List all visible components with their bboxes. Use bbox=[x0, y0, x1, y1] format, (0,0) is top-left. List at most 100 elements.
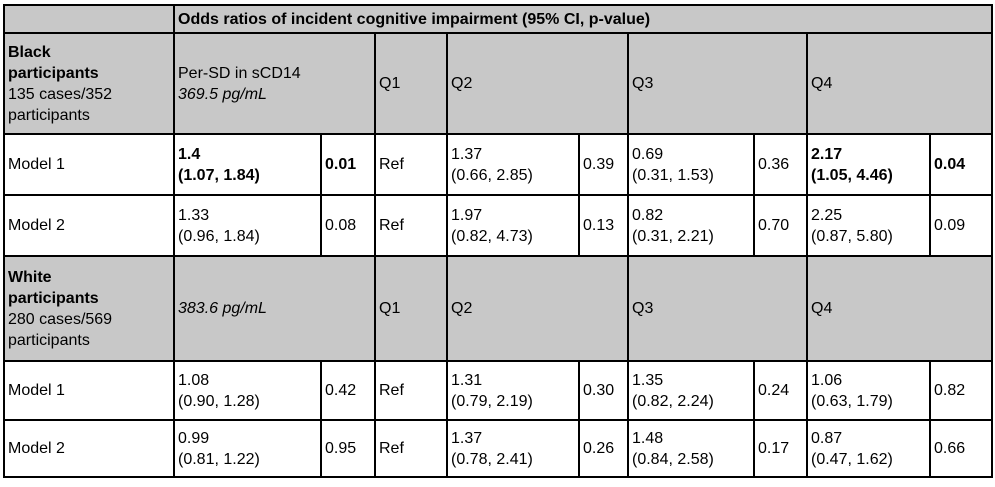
white-model2-q3-or: 1.48 (0.84, 2.58) bbox=[627, 419, 755, 478]
white-model1-q3-p: 0.24 bbox=[753, 360, 808, 421]
white-model1-persd-or: 1.08 (0.90, 1.28) bbox=[173, 360, 322, 421]
white-model2-q2-or: 1.37 (0.78, 2.41) bbox=[446, 419, 580, 478]
section-black-persd-header-cell: Per-SD in sCD14 369.5 pg/mL bbox=[173, 32, 376, 135]
ci-value: (0.31, 1.53) bbox=[632, 166, 714, 184]
row-black-model2: Model 2 1.33 (0.96, 1.84) 0.08 Ref 1.97 … bbox=[3, 194, 994, 257]
persd-sd-value: 383.6 pg/mL bbox=[178, 300, 267, 317]
black-model2-q2-or: 1.97 (0.82, 4.73) bbox=[446, 194, 580, 257]
or-value: 1.33 bbox=[178, 206, 210, 224]
black-model1-q4-or: 2.17 (1.05, 4.46) bbox=[806, 133, 931, 196]
black-q3-header: Q3 bbox=[627, 32, 808, 135]
black-model2-q3-p: 0.70 bbox=[753, 194, 808, 257]
white-model1-persd-p: 0.42 bbox=[320, 360, 376, 421]
section-header-black: Black participants 135 cases/352 partici… bbox=[3, 32, 994, 135]
ci-value: (0.82, 4.73) bbox=[451, 227, 533, 245]
ci-value: (1.07, 1.84) bbox=[178, 166, 260, 184]
section-black-label-cell: Black participants 135 cases/352 partici… bbox=[3, 32, 175, 135]
white-model2-persd-or: 0.99 (0.81, 1.22) bbox=[173, 419, 322, 478]
white-model1-q4-p: 0.82 bbox=[928, 360, 994, 421]
ci-value: (0.96, 1.84) bbox=[178, 227, 260, 245]
table-title: Odds ratios of incident cognitive impair… bbox=[172, 4, 994, 34]
white-model2-q4-p: 0.66 bbox=[928, 419, 994, 478]
ci-value: (0.90, 1.28) bbox=[178, 392, 260, 410]
black-model2-q3-or: 0.82 (0.31, 2.21) bbox=[627, 194, 755, 257]
ci-value: (0.79, 2.19) bbox=[451, 392, 533, 410]
ci-value: (0.47, 1.62) bbox=[811, 450, 893, 468]
title-row: Odds ratios of incident cognitive impair… bbox=[3, 4, 994, 34]
ci-value: (0.66, 2.85) bbox=[451, 166, 533, 184]
or-value: 0.99 bbox=[178, 429, 210, 447]
black-model2-q2-p: 0.13 bbox=[578, 194, 629, 257]
white-model2-label: Model 2 bbox=[3, 419, 175, 478]
white-model1-q1: Ref bbox=[374, 360, 448, 421]
ci-value: (0.81, 1.22) bbox=[178, 450, 260, 468]
black-model1-q3-p: 0.36 bbox=[753, 133, 808, 196]
or-value: 1.06 bbox=[811, 371, 843, 389]
black-model1-q3-or: 0.69 (0.31, 1.53) bbox=[627, 133, 755, 196]
black-model1-q4-p: 0.04 bbox=[928, 133, 994, 196]
or-value: 2.17 bbox=[811, 145, 843, 163]
black-q4-header: Q4 bbox=[805, 32, 994, 135]
or-value: 0.82 bbox=[632, 206, 664, 224]
black-model2-q4-or: 2.25 (0.87, 5.80) bbox=[806, 194, 931, 257]
title-row-spacer-cell bbox=[3, 4, 175, 34]
white-model2-q1: Ref bbox=[374, 419, 448, 478]
or-value: 1.48 bbox=[632, 429, 664, 447]
odds-ratio-table: Odds ratios of incident cognitive impair… bbox=[3, 4, 994, 478]
ci-value: (0.31, 2.21) bbox=[632, 227, 714, 245]
section-white-persd-header-cell: 383.6 pg/mL bbox=[173, 255, 376, 362]
black-q2-header: Q2 bbox=[446, 32, 629, 135]
black-model1-q2-or: 1.37 (0.66, 2.85) bbox=[446, 133, 580, 196]
black-model1-q2-p: 0.39 bbox=[578, 133, 629, 196]
white-q2-header: Q2 bbox=[446, 255, 629, 362]
ci-value: (0.82, 2.24) bbox=[632, 392, 714, 410]
section-black-cases: 135 cases/352 participants bbox=[8, 85, 113, 124]
row-black-model1: Model 1 1.4 (1.07, 1.84) 0.01 Ref 1.37 (… bbox=[3, 133, 994, 196]
ci-value: (0.78, 2.41) bbox=[451, 450, 533, 468]
row-white-model1: Model 1 1.08 (0.90, 1.28) 0.42 Ref 1.31 … bbox=[3, 360, 994, 421]
or-value: 1.97 bbox=[451, 206, 483, 224]
or-value: 2.25 bbox=[811, 206, 843, 224]
white-model2-q4-or: 0.87 (0.47, 1.62) bbox=[806, 419, 931, 478]
white-model2-q2-p: 0.26 bbox=[578, 419, 629, 478]
or-value: 1.08 bbox=[178, 371, 210, 389]
or-value: 0.69 bbox=[632, 145, 664, 163]
section-white-cases: 280 cases/569 participants bbox=[8, 310, 113, 349]
section-white-name: White participants bbox=[8, 268, 99, 307]
black-model1-persd-p: 0.01 bbox=[320, 133, 376, 196]
persd-label: Per-SD in sCD14 bbox=[178, 64, 301, 82]
black-model2-q4-p: 0.09 bbox=[928, 194, 994, 257]
or-value: 1.37 bbox=[451, 429, 483, 447]
black-model2-persd-or: 1.33 (0.96, 1.84) bbox=[173, 194, 322, 257]
or-value: 1.37 bbox=[451, 145, 483, 163]
black-model2-q1: Ref bbox=[374, 194, 448, 257]
row-white-model2: Model 2 0.99 (0.81, 1.22) 0.95 Ref 1.37 … bbox=[3, 419, 994, 478]
white-q1-header: Q1 bbox=[374, 255, 448, 362]
section-black-name: Black participants bbox=[8, 43, 99, 82]
or-value: 0.87 bbox=[811, 429, 843, 447]
ci-value: (0.87, 5.80) bbox=[811, 227, 893, 245]
black-model1-q1: Ref bbox=[374, 133, 448, 196]
white-model2-q3-p: 0.17 bbox=[753, 419, 808, 478]
or-value: 1.35 bbox=[632, 371, 664, 389]
white-model1-q3-or: 1.35 (0.82, 2.24) bbox=[627, 360, 755, 421]
black-model2-label: Model 2 bbox=[3, 194, 175, 257]
ci-value: (1.05, 4.46) bbox=[811, 166, 893, 184]
white-model1-q2-p: 0.30 bbox=[578, 360, 629, 421]
white-model1-q2-or: 1.31 (0.79, 2.19) bbox=[446, 360, 580, 421]
or-value: 1.4 bbox=[178, 145, 201, 163]
black-model1-persd-or: 1.4 (1.07, 1.84) bbox=[173, 133, 322, 196]
or-value: 1.31 bbox=[451, 371, 483, 389]
section-white-label-cell: White participants 280 cases/569 partici… bbox=[3, 255, 175, 362]
ci-value: (0.84, 2.58) bbox=[632, 450, 714, 468]
section-header-white: White participants 280 cases/569 partici… bbox=[3, 255, 994, 362]
black-model1-label: Model 1 bbox=[3, 133, 175, 196]
white-q3-header: Q3 bbox=[627, 255, 808, 362]
white-q4-header: Q4 bbox=[805, 255, 994, 362]
white-model1-q4-or: 1.06 (0.63, 1.79) bbox=[806, 360, 931, 421]
white-model1-label: Model 1 bbox=[3, 360, 175, 421]
persd-sd-value: 369.5 pg/mL bbox=[178, 85, 267, 103]
black-q1-header: Q1 bbox=[374, 32, 448, 135]
black-model2-persd-p: 0.08 bbox=[320, 194, 376, 257]
